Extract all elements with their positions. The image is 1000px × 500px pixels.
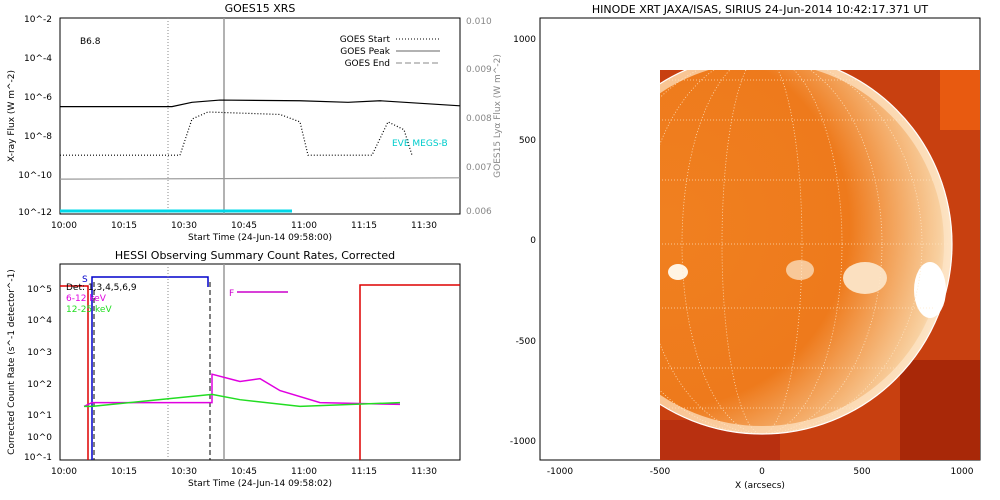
hessi-xtick: 10:45	[231, 467, 257, 477]
hessi-flag-s: S	[82, 275, 88, 285]
goes-xtick: 10:00	[51, 221, 77, 231]
hessi-ylabel: Corrected Count Rate (s^-1 detector^-1)	[7, 269, 17, 455]
goes-ytick-right: 0.006	[466, 207, 492, 217]
hessi-xlabel: Start Time (24-Jun-14 09:58:02)	[188, 479, 332, 489]
xrt-grid-line	[721, 70, 803, 435]
hessi-series-group	[83, 373, 401, 408]
xrt-xtick: 500	[853, 467, 870, 477]
xrt-corner-dark-1	[900, 360, 980, 460]
hessi-series-12-25-keV	[84, 393, 401, 408]
xrt-title: HINODE XRT JAXA/ISAS, SIRIUS 24-Jun-2014…	[592, 3, 929, 16]
goes-title: GOES15 XRS	[225, 2, 296, 15]
hessi-legend-6-12: 6-12 keV	[66, 294, 107, 304]
xrt-xtick: -1000	[547, 467, 573, 477]
goes-series-short-channel	[60, 111, 413, 156]
goes-ytick: 10^-12	[18, 208, 52, 218]
hessi-ytick: 10^2	[27, 380, 52, 390]
goes-yticks: 10^-2 10^-4 10^-6 10^-8 10^-10 10^-12	[18, 15, 52, 218]
xrt-xtick: -500	[650, 467, 671, 477]
xrt-ytick: 0	[530, 236, 536, 246]
goes-annotation: EVE MEGS-B	[392, 139, 448, 149]
hessi-ytick: 10^4	[27, 316, 52, 326]
goes-ytick-right: 0.007	[466, 163, 492, 173]
hessi-xtick: 10:30	[171, 467, 197, 477]
xrt-ytick: 500	[519, 136, 536, 146]
xrt-grid-line	[681, 70, 843, 435]
xrt-limb	[660, 70, 953, 435]
goes-yticks-right: 0.010 0.009 0.008 0.007 0.006	[466, 17, 492, 217]
xrt-xticks: -1000 -500 0 500 1000	[547, 467, 974, 477]
xrt-active-region	[914, 262, 946, 318]
goes-ylabel: X-ray Flux (W m^-2)	[7, 70, 17, 162]
goes-ytick: 10^-8	[24, 132, 52, 142]
hessi-legend-det: Det: 1,3,4,5,6,9	[66, 283, 137, 293]
goes-series-long-channel	[60, 99, 461, 108]
hessi-ytick: 10^5	[27, 285, 52, 295]
goes-ylabel-right: GOES15 Lyα Flux (W m^-2)	[493, 54, 503, 178]
goes-ytick: 10^-4	[24, 54, 52, 64]
hessi-ytick: 10^1	[27, 411, 52, 421]
hessi-title: HESSI Observing Summary Count Rates, Cor…	[115, 249, 395, 262]
goes-xtick: 11:00	[291, 221, 317, 231]
xrt-sun-disk	[660, 70, 952, 434]
xrt-xlabel: X (arcsecs)	[735, 481, 785, 491]
goes-xtick: 10:45	[231, 221, 257, 231]
goes-legend-start-label: GOES Start	[340, 35, 391, 45]
xrt-ytick: -1000	[510, 437, 536, 447]
goes-xtick: 11:30	[411, 221, 437, 231]
goes-series-group	[59, 99, 461, 180]
hessi-panel: HESSI Observing Summary Count Rates, Cor…	[7, 249, 461, 489]
xrt-yticks: 1000 500 0 -500 -1000	[510, 35, 536, 447]
xrt-ytick: -500	[516, 337, 537, 347]
xrt-panel: HINODE XRT JAXA/ISAS, SIRIUS 24-Jun-2014…	[510, 3, 981, 491]
goes-class-label: B6.8	[80, 37, 101, 47]
xrt-xtick: 0	[759, 467, 765, 477]
goes-xtick: 11:15	[351, 221, 377, 231]
goes-xlabel: Start Time (24-Jun-14 09:58:00)	[188, 233, 332, 243]
hessi-flag-f: F	[229, 289, 234, 299]
goes-xtick: 10:15	[111, 221, 137, 231]
xrt-active-region	[843, 262, 887, 294]
hessi-ytick: 10^-1	[24, 453, 52, 463]
goes-ytick-right: 0.009	[466, 65, 492, 75]
hessi-legend: Det: 1,3,4,5,6,9 6-12 keV 12-25 keV	[66, 283, 137, 315]
xrt-xtick: 1000	[951, 467, 974, 477]
hessi-xtick: 10:15	[111, 467, 137, 477]
goes-ytick: 10^-6	[24, 93, 52, 103]
goes-legend-end-label: GOES End	[345, 59, 390, 69]
goes-ytick-right: 0.010	[466, 17, 492, 27]
goes-ytick: 10^-10	[18, 171, 52, 181]
hessi-xtick: 11:30	[411, 467, 437, 477]
hessi-xtick: 11:00	[291, 467, 317, 477]
hessi-plot-area	[59, 263, 461, 461]
hessi-xtick: 10:00	[51, 467, 77, 477]
hessi-yticks: 10^5 10^4 10^3 10^2 10^1 10^0 10^-1	[24, 285, 52, 463]
hessi-red-state-left	[60, 285, 89, 460]
xrt-grid-line	[660, 70, 923, 435]
goes-series-Lyman-alpha	[59, 177, 461, 180]
xrt-active-region	[786, 260, 814, 280]
goes-ytick: 10^-2	[24, 15, 52, 25]
goes-panel: GOES15 XRS 10^-2 10^-4 10^-6 10^-8 10^-1…	[7, 2, 503, 243]
xrt-corner-light	[940, 70, 980, 130]
hessi-ytick: 10^3	[27, 348, 52, 358]
hessi-xtick: 11:15	[351, 467, 377, 477]
hessi-red-state-right	[359, 284, 460, 460]
hessi-ytick: 10^0	[27, 433, 52, 443]
hessi-legend-12-25: 12-25 keV	[66, 305, 112, 315]
hessi-xticks: 10:00 10:15 10:30 10:45 11:00 11:15 11:3…	[51, 467, 437, 477]
xrt-active-region	[668, 264, 688, 280]
goes-xticks: 10:00 10:15 10:30 10:45 11:00 11:15 11:3…	[51, 221, 437, 231]
goes-xtick: 10:30	[171, 221, 197, 231]
goes-legend-peak-label: GOES Peak	[340, 47, 390, 57]
goes-legend: GOES Start GOES Peak GOES End	[340, 35, 440, 69]
hessi-blue-saa	[91, 276, 209, 460]
xrt-ytick: 1000	[513, 35, 536, 45]
goes-plot-area	[59, 17, 461, 215]
goes-ytick-right: 0.008	[466, 114, 492, 124]
xrt-image-clip	[660, 70, 980, 460]
hessi-series-6-12-keV	[83, 373, 401, 408]
